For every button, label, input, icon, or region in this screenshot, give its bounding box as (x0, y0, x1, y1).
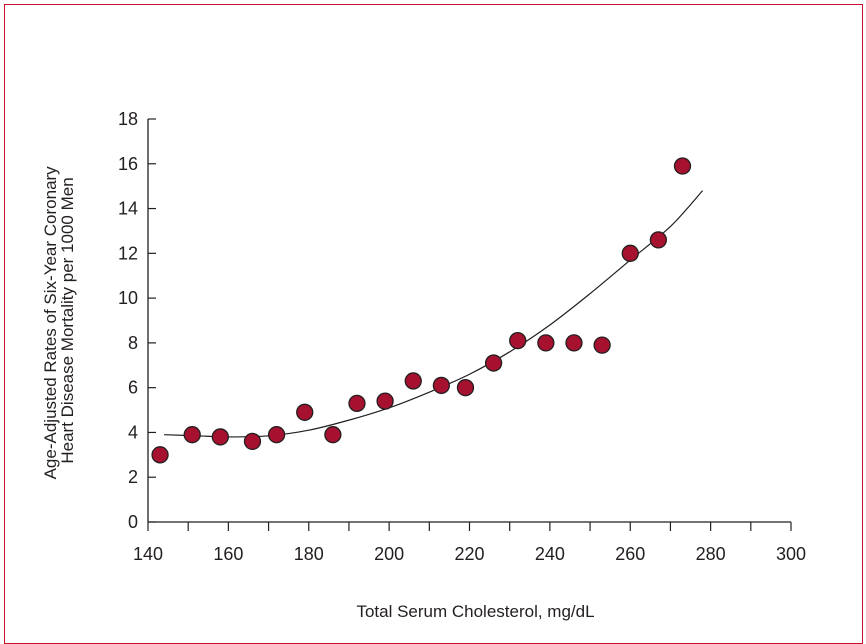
data-point (211, 428, 229, 446)
data-point (649, 231, 668, 249)
x-tick-label: 140 (133, 544, 163, 564)
x-tick-label: 240 (535, 544, 565, 564)
x-tick-label: 260 (615, 544, 645, 564)
data-point (183, 426, 201, 444)
data-point (151, 446, 169, 464)
data-point (673, 157, 692, 175)
x-tick-label: 200 (374, 544, 404, 564)
x-axis-title: Total Serum Cholesterol, mg/dL (356, 602, 594, 621)
y-tick-label: 12 (118, 243, 138, 263)
data-point (593, 336, 611, 354)
trend-curve (164, 190, 704, 438)
y-axis-title-line-1: Age-Adjusted Rates of Six-Year Coronary (41, 166, 60, 480)
y-tick-label: 14 (118, 199, 138, 219)
data-point (404, 372, 422, 390)
data-point (537, 334, 555, 352)
y-tick-label: 2 (128, 467, 138, 487)
data-point (376, 392, 394, 410)
y-tick-label: 6 (128, 378, 138, 398)
data-point (456, 379, 475, 397)
y-tick-label: 10 (118, 288, 138, 308)
data-point (324, 426, 342, 444)
x-tick-label: 160 (213, 544, 243, 564)
x-tick-label: 220 (454, 544, 484, 564)
data-point (484, 354, 503, 372)
data-point (267, 426, 286, 444)
y-axis-title: Age-Adjusted Rates of Six-Year Coronary … (41, 162, 77, 480)
y-tick-label: 8 (128, 333, 138, 353)
data-point (509, 331, 527, 350)
y-tick-label: 16 (118, 154, 138, 174)
data-point (432, 376, 451, 395)
y-tick-label: 0 (128, 512, 138, 532)
y-tick-label: 18 (118, 109, 138, 129)
data-point (565, 334, 583, 352)
x-tick-label: 280 (696, 544, 726, 564)
data-point (296, 403, 314, 421)
scatter-chart: 0 2 4 6 8 10 12 14 16 18 140 160 180 200 220 240 260 280… (41, 109, 806, 621)
data-points (151, 157, 692, 464)
data-point (348, 394, 366, 412)
data-point (243, 432, 262, 451)
x-ticks: 140 160 180 200 220 240 260 280 300 (133, 522, 806, 564)
y-ticks: 0 2 4 6 8 10 12 14 16 18 (118, 109, 156, 532)
axes (147, 119, 791, 523)
x-tick-label: 180 (294, 544, 324, 564)
y-tick-label: 4 (128, 422, 138, 442)
data-point (621, 244, 639, 262)
y-axis-title-line-2: Heart Disease Mortality per 1000 Men (58, 177, 77, 463)
x-tick-label: 300 (776, 544, 806, 564)
